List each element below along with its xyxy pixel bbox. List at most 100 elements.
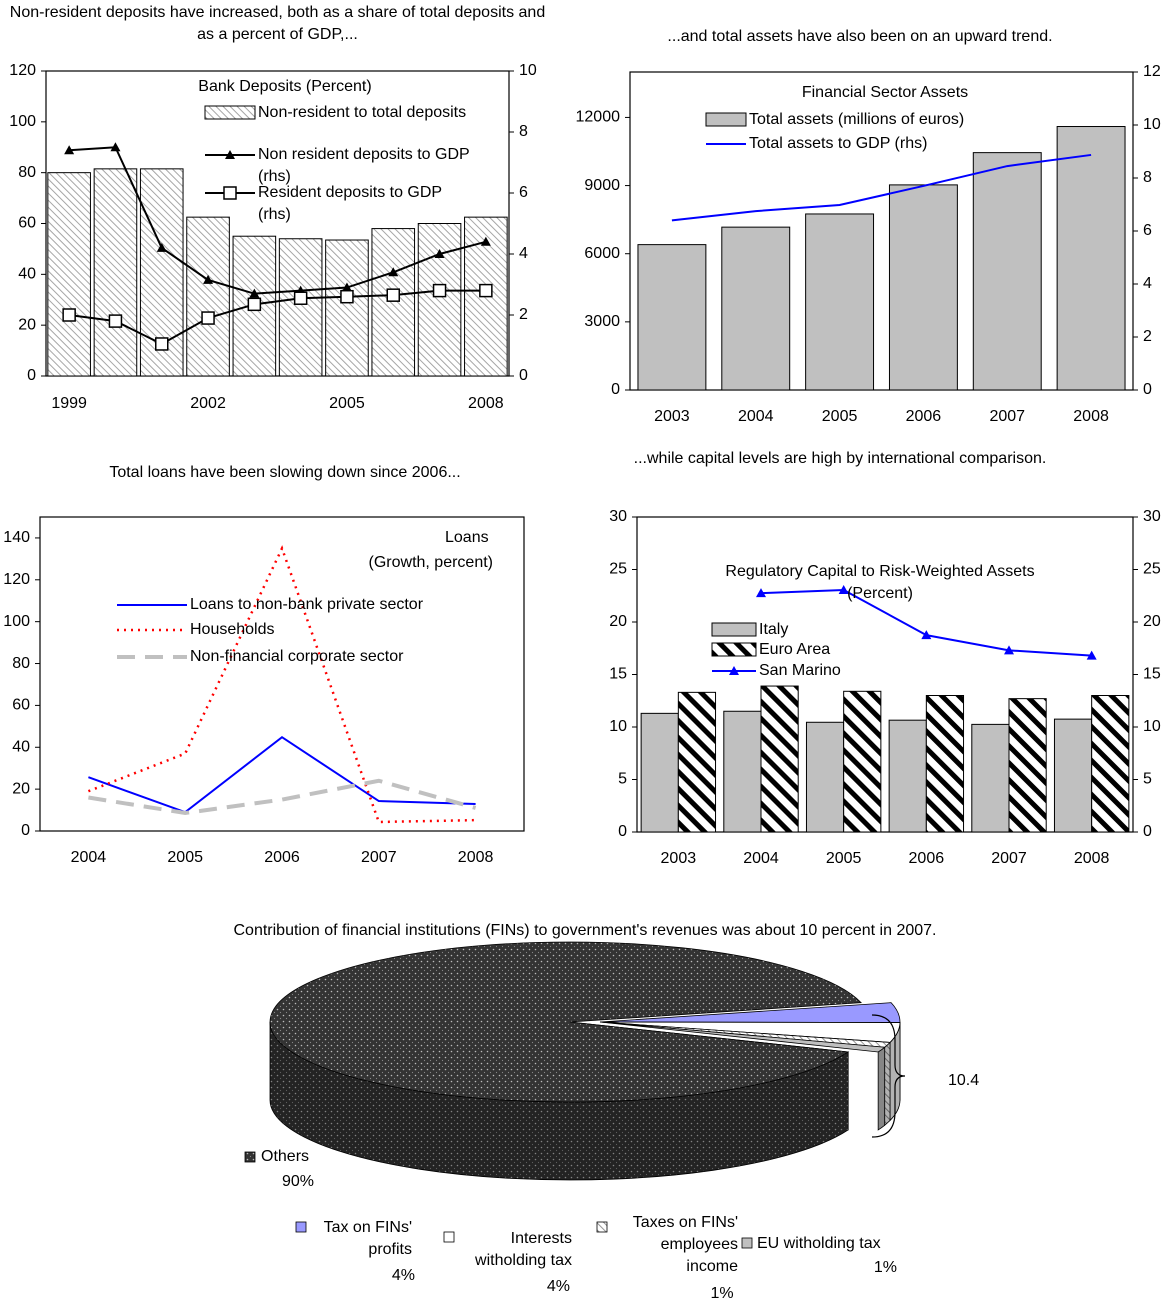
legend-swatch xyxy=(204,105,256,120)
legend-label: Total assets to GDP (rhs) xyxy=(749,135,928,152)
legend-label: Resident deposits to GDP (rhs) xyxy=(258,184,442,223)
line xyxy=(671,153,1092,222)
chart-title: ...while capital levels are high by inte… xyxy=(633,450,1047,467)
y2-tick-label: 6 xyxy=(1143,222,1152,239)
y2-tick-label: 5 xyxy=(1143,771,1152,788)
chart-subtitle: Bank Deposits (Percent) xyxy=(198,78,371,95)
y-tick-label: 0 xyxy=(27,367,36,384)
y2-tick-label: 2 xyxy=(519,306,528,323)
legend-marker xyxy=(729,666,739,675)
marker xyxy=(1004,645,1014,655)
x-tick-label: 2005 xyxy=(822,408,858,425)
bar xyxy=(278,238,323,377)
annotation: 10.4 xyxy=(948,1072,979,1089)
y2-tick-label: 30 xyxy=(1143,508,1161,525)
bar xyxy=(1053,718,1093,833)
bar xyxy=(186,216,230,377)
line xyxy=(69,146,487,295)
slice-shade xyxy=(890,1022,900,1121)
x-tick-label: 2005 xyxy=(167,849,203,866)
line xyxy=(87,545,476,824)
legend-marker xyxy=(225,150,235,159)
y2-tick-label: 0 xyxy=(1143,381,1152,398)
legend-swatch xyxy=(596,1221,608,1233)
y-tick-label: 20 xyxy=(12,780,30,797)
y2-tick-label: 25 xyxy=(1143,561,1161,578)
legend-label: Euro Area xyxy=(759,641,831,658)
y-tick-label: 6000 xyxy=(584,245,620,262)
bar xyxy=(47,172,91,377)
value-label: 90% xyxy=(282,1173,314,1190)
y-tick-label: 60 xyxy=(12,697,30,714)
x-tick-label: 2007 xyxy=(989,408,1025,425)
y-tick-label: 12000 xyxy=(576,109,621,126)
x-tick-label: 2003 xyxy=(654,408,690,425)
marker xyxy=(155,337,169,351)
y-tick-label: 60 xyxy=(18,215,36,232)
x-tick-label: 2008 xyxy=(1074,850,1110,867)
x-tick-label: 2004 xyxy=(738,408,774,425)
y-tick-label: 20 xyxy=(609,613,627,630)
bar xyxy=(677,691,717,833)
marker xyxy=(756,588,766,598)
y2-tick-label: 0 xyxy=(1143,823,1152,840)
y2-tick-label: 6 xyxy=(519,184,528,201)
y-tick-label: 30 xyxy=(609,508,627,525)
x-tick-label: 2008 xyxy=(468,395,504,412)
bar xyxy=(1008,698,1047,833)
legend-label: Loans to non-bank private sector xyxy=(190,596,424,613)
x-tick-label: 2004 xyxy=(71,849,107,866)
marker xyxy=(434,249,445,258)
y-tick-label: 80 xyxy=(18,164,36,181)
legend-swatch xyxy=(711,622,757,637)
legend-swatch xyxy=(705,112,747,127)
marker xyxy=(293,291,308,305)
legend-swatch xyxy=(711,642,757,657)
value-label: 1% xyxy=(874,1259,897,1276)
y2-tick-label: 2 xyxy=(1143,328,1152,345)
y-tick-label: 20 xyxy=(18,316,36,333)
bar xyxy=(1091,695,1130,833)
marker xyxy=(203,274,214,284)
y-tick-label: 120 xyxy=(9,62,36,79)
marker xyxy=(156,242,167,252)
plot-area xyxy=(39,516,525,832)
bar xyxy=(371,228,416,377)
legend-label: Italy xyxy=(759,621,789,638)
y2-tick-label: 8 xyxy=(519,123,528,140)
y-tick-label: 0 xyxy=(611,381,620,398)
chart-subtitle: Loans xyxy=(445,529,489,546)
bracket xyxy=(871,1014,906,1138)
y-tick-label: 40 xyxy=(18,266,36,283)
y2-tick-label: 4 xyxy=(1143,275,1152,292)
x-tick-label: 2007 xyxy=(361,849,397,866)
x-tick-label: 2003 xyxy=(661,850,697,867)
y2-tick-label: 10 xyxy=(1143,116,1161,133)
marker xyxy=(386,288,400,302)
x-tick-label: 2006 xyxy=(906,408,942,425)
legend-swatch xyxy=(295,1221,307,1233)
bar xyxy=(971,723,1010,833)
x-tick-label: 2008 xyxy=(1073,408,1109,425)
slice xyxy=(599,1021,886,1053)
bar xyxy=(760,685,799,833)
bar xyxy=(93,168,138,377)
bar xyxy=(721,226,791,391)
bar xyxy=(1056,126,1126,391)
y-tick-label: 120 xyxy=(3,571,30,588)
x-tick-label: 2006 xyxy=(909,850,945,867)
x-tick-label: 1999 xyxy=(51,395,87,412)
line xyxy=(88,735,476,814)
x-tick-label: 2002 xyxy=(190,395,226,412)
x-tick-label: 2007 xyxy=(991,850,1027,867)
marker xyxy=(249,288,260,298)
slice-shade xyxy=(884,1042,891,1126)
bar xyxy=(805,213,875,391)
bar xyxy=(925,695,965,833)
slice-shade xyxy=(878,1047,885,1130)
y2-tick-label: 15 xyxy=(1143,666,1161,683)
chart-subtitle: Regulatory Capital to Risk-Weighted Asse… xyxy=(725,563,1034,580)
marker xyxy=(388,267,399,277)
